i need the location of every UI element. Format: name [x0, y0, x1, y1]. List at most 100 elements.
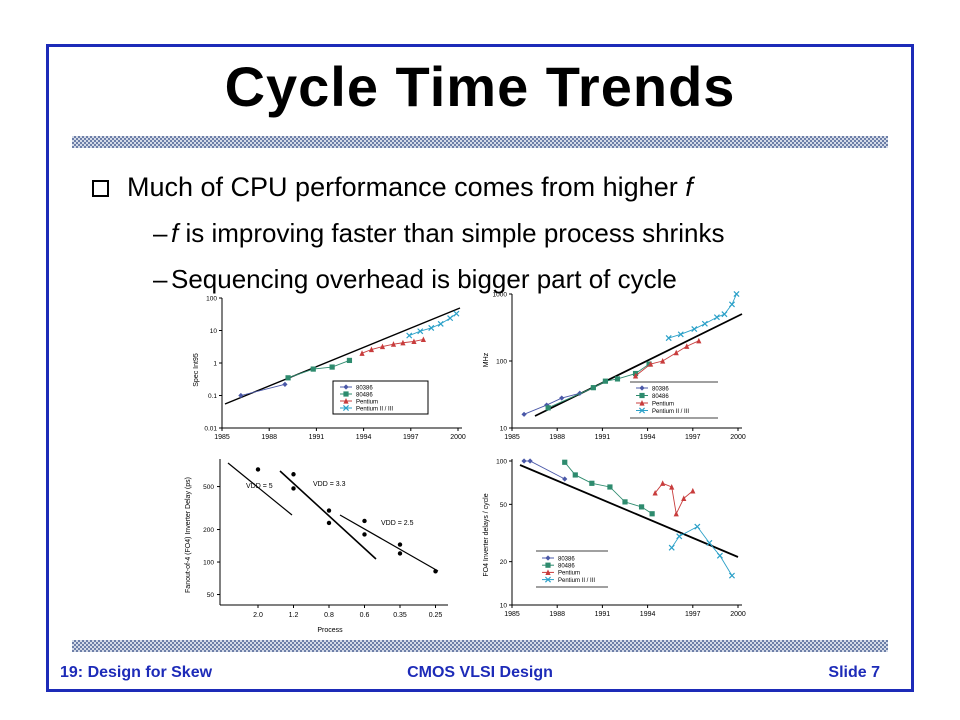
chart-fo4-per-cycle: FO4 Inverter delays / cycle 1985 1988 1991…: [483, 458, 746, 618]
x-tick-label: 1997: [685, 611, 701, 618]
chart-specint: Spec Int95 1985 1988 1991 1994 1997 2000 0.01 0…: [193, 296, 466, 442]
data-point: [420, 336, 426, 343]
data-point: [453, 310, 460, 317]
x-tick-label: 0.6: [360, 612, 370, 619]
x-tick-label: 1.2: [289, 612, 299, 619]
data-point: [397, 551, 403, 556]
data-point: [694, 523, 701, 530]
sub1-var: f: [171, 218, 179, 248]
data-point: [544, 402, 550, 408]
data-point: [646, 361, 652, 367]
y-tick-label: 100: [496, 459, 507, 466]
footer-course: 19: Design for Skew: [60, 664, 213, 681]
sub-bullet-2: – Sequencing overhead is bigger part of c…: [153, 264, 677, 295]
data-point: [545, 405, 551, 411]
data-point: [310, 366, 316, 372]
dash-icon: –: [153, 218, 168, 248]
x-tick-label: 1985: [214, 434, 230, 441]
legend-marker: [639, 385, 645, 391]
data-point: [521, 411, 527, 417]
data-point: [728, 572, 735, 579]
data-point: [521, 458, 527, 464]
slide-title: Cycle Time Trends: [224, 55, 736, 118]
dash-icon: –: [153, 264, 168, 294]
data-point: [359, 350, 365, 356]
chart-mhz: MHz 1985 1988 1991 1994 1997 2000 10 100 1000 803…: [483, 290, 746, 441]
x-tick-label: 2.0: [253, 612, 263, 619]
data-point: [433, 569, 438, 574]
x-tick-label: 1994: [640, 434, 656, 441]
footer-book: CMOS VLSI Design: [407, 664, 553, 681]
data-point: [668, 544, 675, 551]
y-tick-label: 100: [206, 296, 217, 303]
data-point: [411, 338, 417, 345]
title-divider: [72, 136, 888, 148]
x-tick-label: 1994: [356, 434, 372, 441]
data-point: [728, 301, 735, 308]
x-tick-label: 1988: [261, 434, 277, 441]
series-line: [287, 360, 350, 379]
x-tick-label: 1985: [504, 434, 520, 441]
sub2-text: Sequencing overhead is bigger part of cy…: [171, 264, 677, 294]
legend-marker: [342, 404, 350, 412]
series-line: [654, 482, 694, 516]
y-tick-label: 50: [500, 502, 508, 509]
data-point: [417, 328, 424, 335]
y-tick-label: 10: [210, 328, 218, 335]
data-point: [562, 476, 568, 482]
data-point: [362, 532, 367, 537]
data-point: [607, 484, 613, 490]
x-tick-label: 2000: [450, 434, 466, 441]
data-point: [677, 331, 684, 338]
data-point: [652, 489, 658, 496]
sub1-text: is improving faster than simple process …: [178, 218, 725, 248]
legend-entry: 80486: [558, 564, 575, 570]
data-point: [602, 378, 609, 384]
sub-bullet-1: – f is improving faster than simple proce…: [153, 218, 724, 249]
slide-frame: [46, 44, 914, 692]
legend-entry: 80486: [652, 394, 669, 400]
data-point: [649, 511, 655, 517]
data-point: [684, 343, 690, 349]
legend-entry: 80386: [652, 386, 669, 392]
legend-marker: [545, 569, 551, 575]
data-point: [716, 552, 723, 559]
data-point: [590, 385, 596, 391]
data-point: [291, 472, 296, 477]
legend-marker: [343, 391, 349, 397]
y-tick-label: 1: [213, 361, 217, 368]
y-axis-label: MHz: [483, 352, 490, 367]
y-tick-label: 200: [203, 527, 214, 534]
footer-slide-number: Slide 7: [828, 664, 880, 681]
fit-line-5v: [227, 462, 293, 516]
trend-line: [519, 464, 739, 558]
data-point: [665, 335, 672, 342]
data-point: [527, 458, 533, 464]
y-tick-label: 50: [207, 592, 215, 599]
x-tick-label: 1991: [595, 611, 611, 618]
data-point: [614, 376, 621, 382]
legend-marker: [639, 400, 645, 406]
data-point: [291, 486, 296, 491]
legend-entry: 80386: [558, 556, 575, 562]
trend-line: [224, 307, 461, 405]
x-axis-label: Process: [317, 627, 343, 634]
y-axis-label: Fanout-of-4 (FO4) Inverter Delay (ps): [185, 477, 192, 593]
legend-marker: [544, 576, 552, 583]
data-point: [282, 381, 288, 387]
legend-entry: Pentium: [652, 401, 674, 407]
chart-fo4-delay: Fanout-of-4 (FO4) Inverter Delay (ps) Pr…: [185, 459, 448, 634]
data-point: [572, 472, 578, 478]
data-point: [346, 357, 353, 364]
data-point: [673, 510, 679, 517]
y-tick-label: 500: [203, 484, 214, 491]
annotation-vdd25: VDD = 2.5: [381, 520, 414, 527]
data-point: [660, 358, 666, 364]
data-point: [638, 504, 645, 510]
x-tick-label: 1994: [640, 611, 656, 618]
x-tick-label: 1988: [549, 434, 565, 441]
x-tick-label: 1997: [685, 434, 701, 441]
data-point: [326, 520, 332, 526]
legend-entry: Pentium II / III: [558, 578, 595, 584]
y-tick-label: 0.01: [204, 426, 217, 433]
